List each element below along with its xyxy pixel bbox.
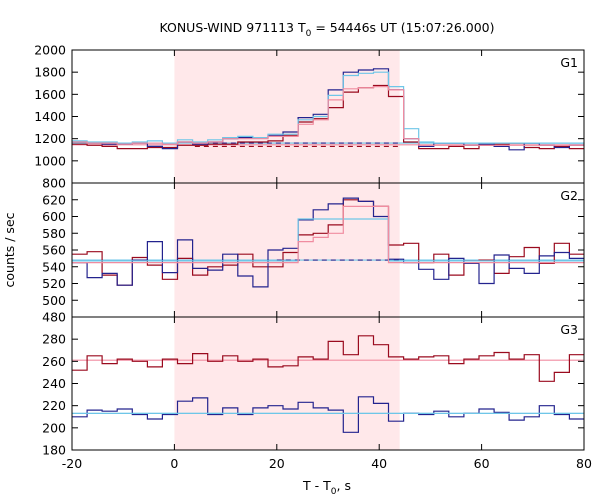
series-step-line: [72, 86, 584, 146]
series-step-line: [72, 68, 584, 151]
chart-title-rest: = 54446s UT (15:07:26.000): [311, 20, 494, 35]
x-tick-label: 20: [269, 456, 285, 471]
y-tick-label: 540: [42, 259, 66, 274]
y-axis-label: counts / sec: [2, 212, 17, 287]
x-axis-label: T - T0, s: [302, 478, 351, 497]
chart-title: KONUS-WIND 971113 T0 = 54446s UT (15:07:…: [159, 20, 494, 39]
series-step-line: [72, 71, 584, 144]
y-tick-label: 1600: [34, 87, 66, 102]
plot-area: 800100012001400160018002000G148050052054…: [34, 43, 592, 472]
y-tick-label: 480: [42, 310, 66, 325]
panel-g1: 800 1000 1200 1400 1600 1800 2000 G1: [34, 43, 585, 191]
y-tick-label: 260: [42, 354, 66, 369]
series-step-line: [72, 396, 584, 433]
y-tick-label: 200: [42, 420, 66, 435]
y-tick-label: 2000: [34, 43, 66, 58]
y-tick-label: 620: [42, 192, 66, 207]
y-tick-label: 1400: [34, 109, 66, 124]
y-tick-label: 500: [42, 293, 66, 308]
y-tick-label: 1200: [34, 131, 66, 146]
y-tick-label: 560: [42, 243, 66, 258]
y-tick-label: 280: [42, 332, 66, 347]
series-step-line: [72, 205, 584, 264]
y-tick-label: 240: [42, 376, 66, 391]
y-tick-label: 520: [42, 276, 66, 291]
x-axis-label-rest: , s: [337, 478, 351, 493]
panel-label: G2: [560, 188, 578, 203]
y-tick-label: 220: [42, 398, 66, 413]
x-axis-label-subscript: 0: [331, 487, 337, 497]
x-tick-label: 0: [170, 456, 178, 471]
panel-label: G1: [560, 55, 578, 70]
series-step-line: [72, 218, 584, 262]
x-tick-label: 80: [576, 456, 592, 471]
highlight-region: [174, 183, 400, 317]
y-tick-label: 600: [42, 209, 66, 224]
series-step-line: [72, 335, 584, 382]
y-tick-label: 580: [42, 226, 66, 241]
x-tick-label: 60: [474, 456, 490, 471]
y-tick-label: 800: [42, 176, 66, 191]
highlight-region: [174, 317, 400, 450]
panel-label: G3: [560, 322, 578, 337]
panel-g3: 180 200 220 240 260 280 G3: [42, 316, 585, 458]
chart-title-subscript: 0: [306, 29, 312, 39]
x-tick-label: 40: [371, 456, 387, 471]
y-tick-label: 1800: [34, 65, 66, 80]
y-tick-label: 1000: [34, 153, 66, 168]
x-axis-label-main: T - T: [302, 478, 331, 493]
chart-title-main: KONUS-WIND 971113 T: [159, 20, 305, 35]
x-tick-label: -20: [62, 456, 82, 471]
series-step-line: [72, 197, 584, 288]
highlight-region: [174, 50, 400, 183]
y-tick-label: 180: [42, 443, 66, 458]
